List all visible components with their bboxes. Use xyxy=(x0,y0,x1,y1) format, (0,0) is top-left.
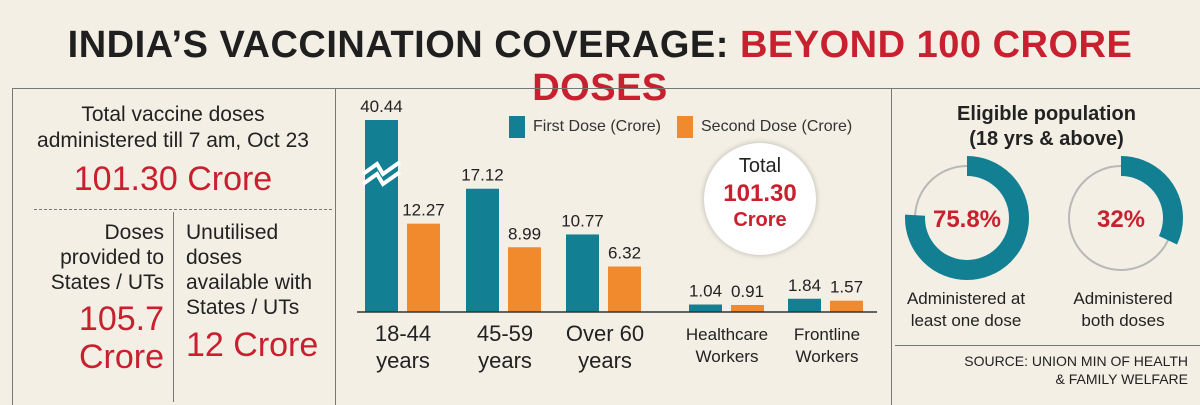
category-label-line: Over 60 xyxy=(565,321,645,346)
provided-label-line: States / UTs xyxy=(50,271,164,294)
category-label-line: Workers xyxy=(795,347,859,366)
total-badge: Total 101.30 Crore xyxy=(704,143,816,255)
provided-value-number: 105.7 xyxy=(78,300,164,338)
category-label: Healthcare Workers xyxy=(672,324,782,368)
category-label-line: Healthcare xyxy=(685,325,769,344)
legend-second-dose: Second Dose (Crore) xyxy=(677,116,852,138)
donut-caption-2: Administered both doses xyxy=(1063,288,1183,332)
legend-first-dose: First Dose (Crore) xyxy=(509,116,661,138)
unutilised-doses-label: Unutilised doses available with States /… xyxy=(186,220,334,320)
category-label: Frontline Workers xyxy=(772,324,882,368)
bar-second-dose xyxy=(731,305,764,312)
value-label-second-dose: 0.91 xyxy=(731,282,764,301)
source-text: SOURCE: UNION MIN OF HEALTH & FAMILY WEL… xyxy=(893,352,1188,388)
provided-doses-label: Doses provided to States / UTs xyxy=(12,220,164,295)
title-part-1: INDIA’S VACCINATION COVERAGE: xyxy=(67,24,729,66)
summary-divider xyxy=(34,209,332,210)
category-label-line: Frontline xyxy=(793,325,861,344)
divider-left-chart xyxy=(335,88,336,405)
total-label-line-1: Total vaccine doses xyxy=(81,103,265,126)
eligible-population-panel: Eligible population (18 yrs & above) 75.… xyxy=(893,88,1200,404)
source-divider xyxy=(895,345,1200,346)
donut-caption-1: Administered at least one dose xyxy=(901,288,1031,332)
eligible-title-line-1: Eligible population xyxy=(957,103,1136,125)
page-title: INDIA’S VACCINATION COVERAGE: BEYOND 100… xyxy=(0,24,1200,110)
value-label-second-dose: 8.99 xyxy=(508,224,541,243)
category-label-line: 45-59 xyxy=(476,321,534,346)
value-label-second-dose: 1.57 xyxy=(830,278,863,297)
total-badge-unit: Crore xyxy=(733,209,787,231)
frame-left-line xyxy=(12,88,13,405)
donut-arc xyxy=(905,156,1029,280)
total-label-line-2: administered till 7 am, Oct 23 xyxy=(37,129,309,152)
unutilised-label-line: Unutilised xyxy=(186,221,279,244)
bar-first-dose xyxy=(689,304,722,312)
category-label-line: Workers xyxy=(695,347,759,366)
category-label: Over 60 years xyxy=(550,320,660,374)
value-label-first-dose: 40.44 xyxy=(360,97,403,116)
total-badge-value: 101.30 xyxy=(723,180,797,207)
value-label-second-dose: 12.27 xyxy=(402,201,445,220)
category-label-line: years xyxy=(578,348,632,373)
provided-value-unit: Crore xyxy=(78,338,164,376)
provided-doses-value: 105.7 Crore xyxy=(12,300,164,376)
category-label-line: years xyxy=(376,348,430,373)
donut-caption-line: Administered at xyxy=(906,289,1026,308)
axis-break-mark xyxy=(361,170,402,187)
donut-caption-line: both doses xyxy=(1081,311,1165,330)
bar-chart-panel: 40.44 12.27 17.12 8.99 10.77 6.32 1.04 0.91 1.84… xyxy=(337,88,890,404)
total-doses-label: Total vaccine doses administered till 7 … xyxy=(12,102,334,154)
donut-percent-label: 75.8% xyxy=(933,206,1001,233)
bar-first-dose xyxy=(466,188,499,312)
unutilised-label-line: doses xyxy=(186,246,243,269)
value-label-first-dose: 1.04 xyxy=(689,282,722,301)
provided-label-line: Doses xyxy=(104,221,164,244)
eligible-title: Eligible population (18 yrs & above) xyxy=(893,102,1200,152)
category-label: 45-59 years xyxy=(450,320,560,374)
bar-chart: 40.44 12.27 17.12 8.99 10.776.32 1.04 0.91 1.84… xyxy=(357,97,877,313)
value-label-first-dose: 10.77 xyxy=(561,211,604,230)
donut-caption-line: least one dose xyxy=(910,311,1022,330)
donut-caption-line: Administered xyxy=(1073,289,1173,308)
eligible-title-line-2: (18 yrs & above) xyxy=(969,128,1124,150)
bar-first-dose xyxy=(365,120,398,312)
category-label-line: years xyxy=(478,348,532,373)
legend-swatch-second xyxy=(677,116,693,138)
legend-label-second: Second Dose (Crore) xyxy=(701,118,853,135)
donut-percent-label: 32% xyxy=(1097,206,1145,233)
total-badge-label: Total xyxy=(738,155,782,177)
category-label-line: 18-44 xyxy=(374,321,432,346)
total-doses-value: 101.30 Crore xyxy=(73,160,273,198)
frame-top-line xyxy=(12,88,1200,89)
value-label-second-dose: 6.32 xyxy=(608,243,641,262)
axis-break-mark xyxy=(361,160,402,177)
bar-first-dose xyxy=(566,234,599,312)
provided-label-line: provided to xyxy=(60,246,164,269)
bar-second-dose xyxy=(608,266,641,312)
value-label-first-dose: 17.12 xyxy=(461,166,504,185)
bar-first-dose xyxy=(788,298,821,312)
donut-charts: 75.8% 32% xyxy=(905,156,1183,280)
unutilised-label-line: States / UTs xyxy=(186,296,300,319)
source-line-1: SOURCE: UNION MIN OF HEALTH xyxy=(964,353,1188,369)
category-label: 18-44 years xyxy=(348,320,458,374)
summary-panel: Total vaccine doses administered till 7 … xyxy=(12,88,334,404)
bar-second-dose xyxy=(508,247,541,312)
bar-second-dose xyxy=(830,300,863,312)
value-label-first-dose: 1.84 xyxy=(788,276,821,295)
source-line-2: & FAMILY WELFARE xyxy=(1055,371,1188,387)
donut-arc xyxy=(1059,156,1183,280)
bar-second-dose xyxy=(407,223,440,312)
divider-chart-right xyxy=(891,88,892,405)
summary-vertical-divider xyxy=(173,212,174,402)
legend-label-first: First Dose (Crore) xyxy=(533,118,662,135)
unutilised-doses-value: 12 Crore xyxy=(186,326,319,364)
legend-swatch-first xyxy=(509,116,525,138)
unutilised-label-line: available with xyxy=(186,271,313,294)
